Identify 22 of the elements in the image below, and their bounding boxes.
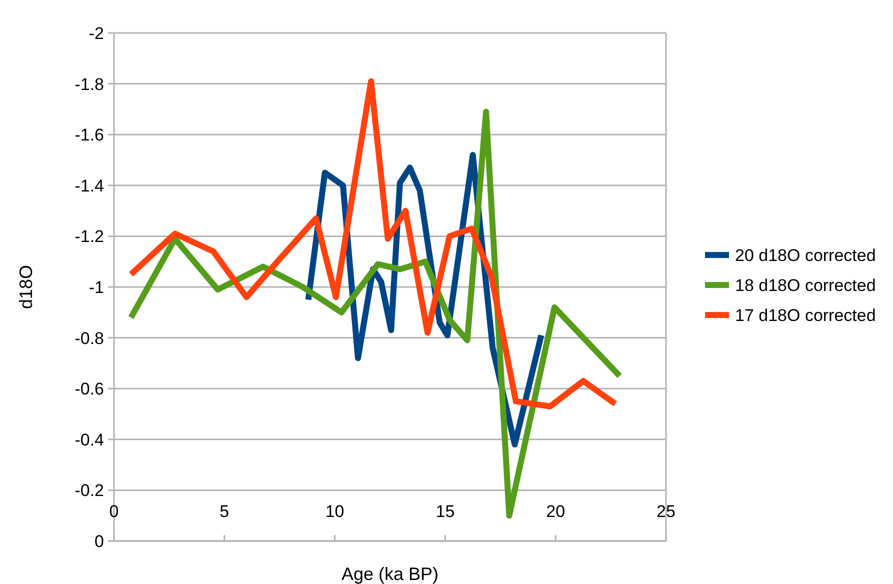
x-tick-label: 10	[325, 502, 344, 521]
x-tick-label: 25	[656, 502, 676, 521]
x-tick-label: 20	[546, 502, 566, 521]
legend-label: 18 d18O corrected	[735, 276, 876, 295]
y-tick-label: -1.2	[74, 227, 104, 246]
y-tick-label: -2	[88, 24, 104, 43]
x-tick-label: 5	[220, 502, 230, 521]
x-tick-label: 15	[436, 502, 455, 521]
y-tick-label: 0	[94, 532, 104, 551]
y-axis-title: d18O	[16, 264, 36, 310]
x-tick-label: 0	[109, 502, 119, 521]
y-tick-label: -1.8	[74, 74, 104, 94]
y-tick-label: -1.6	[74, 126, 104, 145]
y-tick-label: -0.6	[74, 380, 104, 399]
y-tick-label: -0.4	[74, 430, 104, 450]
y-tick-label: -1.4	[74, 176, 104, 196]
legend-label: 17 d18O corrected	[735, 306, 876, 325]
y-tick-label: -0.8	[74, 328, 104, 348]
legend-label: 20 d18O corrected	[735, 246, 876, 265]
y-tick-label: -0.2	[74, 481, 104, 500]
y-tick-label: -1	[88, 278, 104, 297]
x-axis-title: Age (ka BP)	[341, 564, 439, 584]
